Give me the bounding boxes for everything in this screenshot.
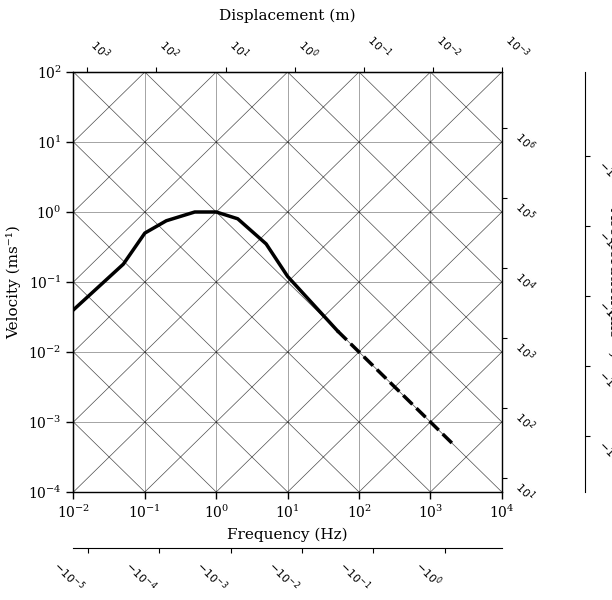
X-axis label: Displacement (m): Displacement (m) bbox=[219, 9, 356, 23]
X-axis label: Frequency (Hz): Frequency (Hz) bbox=[227, 528, 348, 542]
Y-axis label: Velocity (ms⁻¹): Velocity (ms⁻¹) bbox=[6, 225, 21, 339]
Y-axis label: Acceleration (ms⁻²): Acceleration (ms⁻²) bbox=[608, 207, 612, 357]
